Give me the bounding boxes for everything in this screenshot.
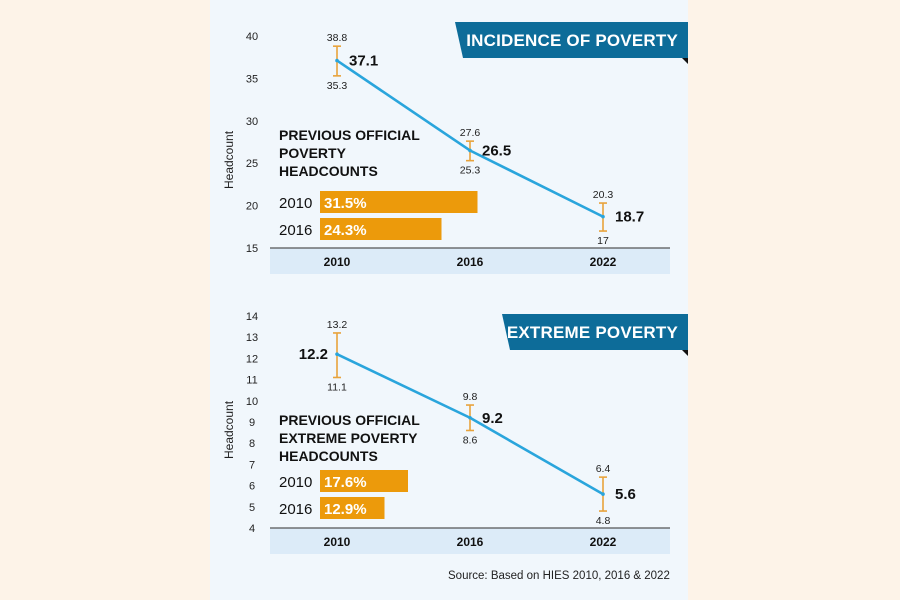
chart2-y-tick-label: 10 [246, 396, 258, 408]
chart1-y-axis-label: Headcount [222, 130, 236, 189]
chart2-y-tick-label: 6 [249, 481, 255, 493]
chart1-y-tick-label: 40 [246, 31, 258, 43]
chart1-value-label: 37.1 [349, 53, 378, 70]
chart1-value-label: 26.5 [482, 142, 511, 159]
chart1-inset-bar-value: 31.5% [324, 195, 367, 212]
chart1-value-label: 18.7 [615, 209, 644, 226]
chart1-lower-bound-label: 17 [597, 235, 609, 247]
chart2-upper-bound-label: 9.8 [463, 391, 478, 403]
chart1-data-point [601, 214, 605, 219]
chart2-y-tick-label: 12 [246, 353, 258, 365]
chart2-y-tick-label: 13 [246, 332, 258, 344]
chart1-lower-bound-label: 35.3 [327, 80, 348, 92]
chart1-inset-title-line: HEADCOUNTS [279, 163, 378, 179]
chart2-banner-fold [682, 350, 688, 356]
chart2-value-label: 5.6 [615, 486, 636, 503]
chart2-inset-title-line: PREVIOUS OFFICIAL [279, 412, 420, 428]
chart2-x-tick-label: 2010 [324, 535, 351, 549]
chart1-y-tick-label: 30 [246, 116, 258, 128]
chart1-data-point [468, 148, 472, 153]
chart2-lower-bound-label: 8.6 [463, 434, 478, 446]
chart2-y-tick-label: 9 [249, 417, 255, 429]
chart2-inset-bar [320, 470, 408, 492]
chart1-y-tick-label: 25 [246, 158, 258, 170]
chart1-banner-fold [682, 58, 688, 64]
chart2-value-label: 9.2 [482, 410, 503, 427]
chart2-x-tick-label: 2016 [457, 535, 484, 549]
chart2-y-tick-label: 14 [246, 311, 258, 323]
chart2-x-axis-band [270, 528, 670, 554]
chart2-data-point [335, 352, 339, 356]
chart1-inset-bar [320, 218, 442, 240]
chart1-y-tick-label: 35 [246, 73, 258, 85]
chart2-upper-bound-label: 13.2 [327, 319, 348, 331]
chart1-upper-bound-label: 20.3 [593, 189, 614, 201]
chart1-inset-bar-year: 2010 [279, 195, 312, 212]
chart2-y-tick-label: 4 [249, 523, 255, 535]
chart2-y-tick-label: 5 [249, 502, 255, 514]
chart2-data-point [601, 492, 605, 496]
chart1-data-point [335, 58, 339, 63]
chart2-x-tick-label: 2022 [590, 535, 617, 549]
chart1-upper-bound-label: 38.8 [327, 32, 348, 44]
chart1-y-tick-label: 15 [246, 243, 258, 255]
chart1-inset-title-line: PREVIOUS OFFICIAL [279, 127, 420, 143]
chart2-title-banner [502, 314, 688, 350]
chart1-lower-bound-label: 25.3 [460, 165, 481, 177]
chart1-inset-bar-year: 2016 [279, 222, 312, 239]
chart1-x-axis-band [270, 248, 670, 274]
chart2-lower-bound-label: 11.1 [327, 381, 347, 393]
chart2-inset-bar-year: 2016 [279, 501, 312, 518]
chart1-chart-title: INCIDENCE OF POVERTY [466, 31, 678, 50]
chart1-title-banner [455, 22, 688, 58]
chart2-y-tick-label: 7 [249, 459, 255, 471]
chart2-inset-bar-value: 17.6% [324, 474, 367, 491]
chart1-upper-bound-label: 27.6 [460, 127, 481, 139]
chart1-inset-title-line: POVERTY [279, 145, 347, 161]
chart1-y-tick-label: 20 [246, 201, 258, 213]
chart2-y-tick-label: 11 [246, 375, 257, 387]
chart1-inset-bar [320, 191, 478, 213]
chart2-data-point [468, 415, 472, 420]
chart2-value-label: 12.2 [299, 346, 328, 363]
chart2-inset-title-line: EXTREME POVERTY [279, 430, 418, 446]
chart2-y-tick-label: 8 [249, 438, 255, 450]
chart1-inset-bar-value: 24.3% [324, 222, 367, 239]
chart2-lower-bound-label: 4.8 [596, 515, 611, 527]
infographic-panel [210, 0, 688, 600]
chart2-chart-title: EXTREME POVERTY [507, 323, 679, 342]
chart2-inset-bar [320, 497, 385, 519]
chart2-inset-bar-value: 12.9% [324, 501, 367, 518]
chart1-x-tick-label: 2010 [324, 255, 351, 269]
chart2-y-axis-label: Headcount [222, 400, 236, 459]
chart2-inset-title-line: HEADCOUNTS [279, 448, 378, 464]
chart1-x-tick-label: 2022 [590, 255, 617, 269]
chart2-upper-bound-label: 6.4 [596, 463, 611, 475]
chart2-inset-bar-year: 2010 [279, 474, 312, 491]
chart1-x-tick-label: 2016 [457, 255, 484, 269]
